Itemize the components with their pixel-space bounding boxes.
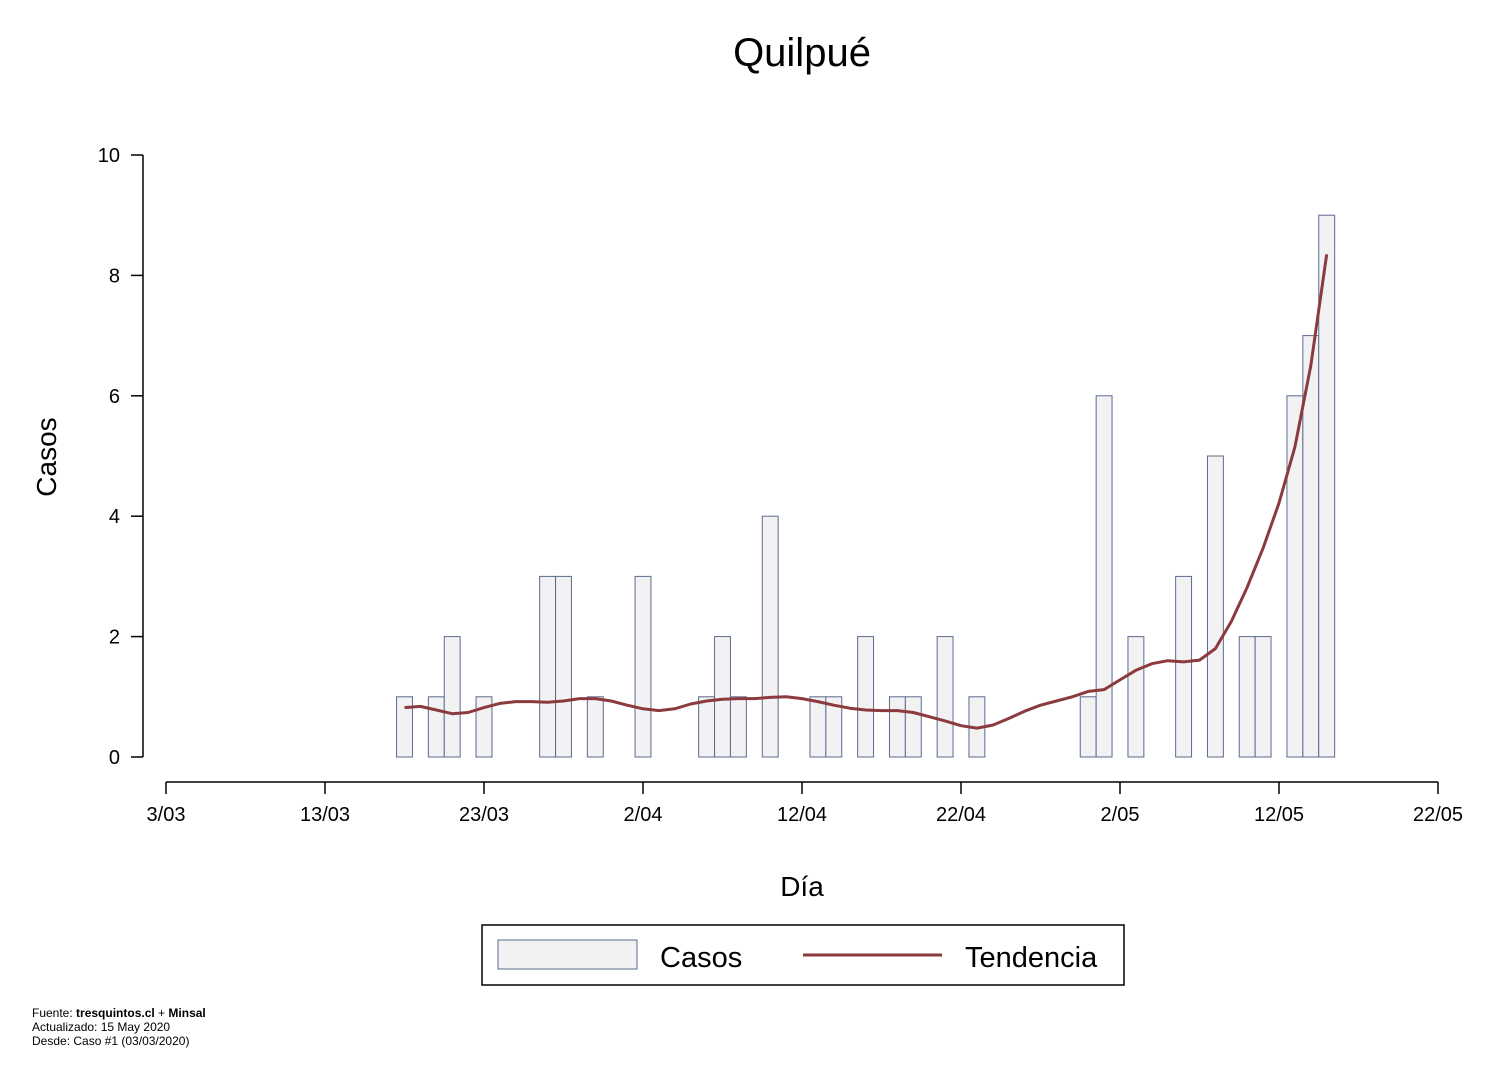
x-tick-label: 12/05: [1254, 804, 1304, 826]
footer-source-prefix: Fuente:: [32, 1006, 77, 1020]
bar: [634, 575, 652, 758]
footer-updated: Actualizado: 15 May 2020: [32, 1020, 171, 1034]
x-tick-label: 23/03: [459, 804, 509, 826]
bar: [1175, 575, 1193, 758]
footer-since: Desde: Caso #1 (03/03/2020): [32, 1034, 190, 1048]
bar: [729, 696, 747, 758]
bar: [1095, 395, 1113, 758]
bar: [1254, 636, 1272, 758]
footer-source-site: tresquintos.cl: [76, 1006, 155, 1020]
bar: [857, 636, 875, 758]
bar: [809, 696, 827, 758]
bar: [904, 696, 922, 758]
x-tick-label: 2/04: [624, 804, 663, 826]
x-axis: 3/03 13/03 23/03 2/04 12/04 22/04 2/05 12/05 22/…: [147, 781, 1463, 826]
x-tick-label: 3/03: [147, 804, 186, 826]
bar: [714, 636, 731, 758]
legend-casos-swatch: [497, 939, 638, 970]
bar: [1238, 636, 1256, 758]
bar: [586, 696, 604, 758]
y-axis: 0 2 4 6 8 10: [98, 145, 144, 769]
bar: [888, 696, 906, 758]
bar: [761, 515, 779, 758]
x-tick-label: 22/04: [936, 804, 986, 826]
bar: [936, 636, 954, 758]
legend-casos-label: Casos: [660, 942, 742, 974]
y-tick-label: 4: [109, 506, 120, 528]
bar: [1079, 696, 1097, 758]
x-axis-label: Día: [780, 871, 824, 902]
bar: [1318, 214, 1336, 758]
bar: [825, 696, 843, 758]
bar: [427, 696, 445, 758]
bar: [443, 636, 461, 758]
y-tick-label: 6: [109, 386, 120, 408]
bar: [396, 696, 413, 758]
footer-source-org: Minsal: [168, 1006, 206, 1020]
y-tick-label: 0: [109, 747, 120, 769]
x-tick-label: 2/05: [1101, 804, 1140, 826]
bars-group: [396, 214, 1336, 758]
legend-tendencia-label: Tendencia: [965, 942, 1098, 974]
bar: [539, 575, 557, 758]
trend-group: [404, 254, 1329, 730]
bar: [1206, 455, 1224, 758]
x-tick-label: 12/04: [777, 804, 827, 826]
bar: [555, 575, 572, 758]
bar: [698, 696, 716, 758]
y-tick-label: 10: [98, 145, 120, 167]
bar: [1127, 636, 1145, 758]
x-tick-label: 22/05: [1413, 804, 1463, 826]
trend-line: [404, 254, 1329, 730]
y-tick-label: 2: [109, 627, 120, 649]
bar: [475, 696, 493, 758]
y-tick-label: 8: [109, 265, 120, 287]
footer-source: Fuente: tresquintos.cl + Minsal: [32, 1006, 206, 1020]
y-axis-label: Casos: [31, 417, 62, 496]
legend: Casos Tendencia: [481, 924, 1125, 986]
footer: Fuente: tresquintos.cl + Minsal Actualiz…: [32, 1006, 206, 1048]
chart-title: Quilpué: [733, 31, 871, 75]
x-tick-label: 13/03: [300, 804, 350, 826]
footer-source-join: +: [154, 1006, 169, 1020]
